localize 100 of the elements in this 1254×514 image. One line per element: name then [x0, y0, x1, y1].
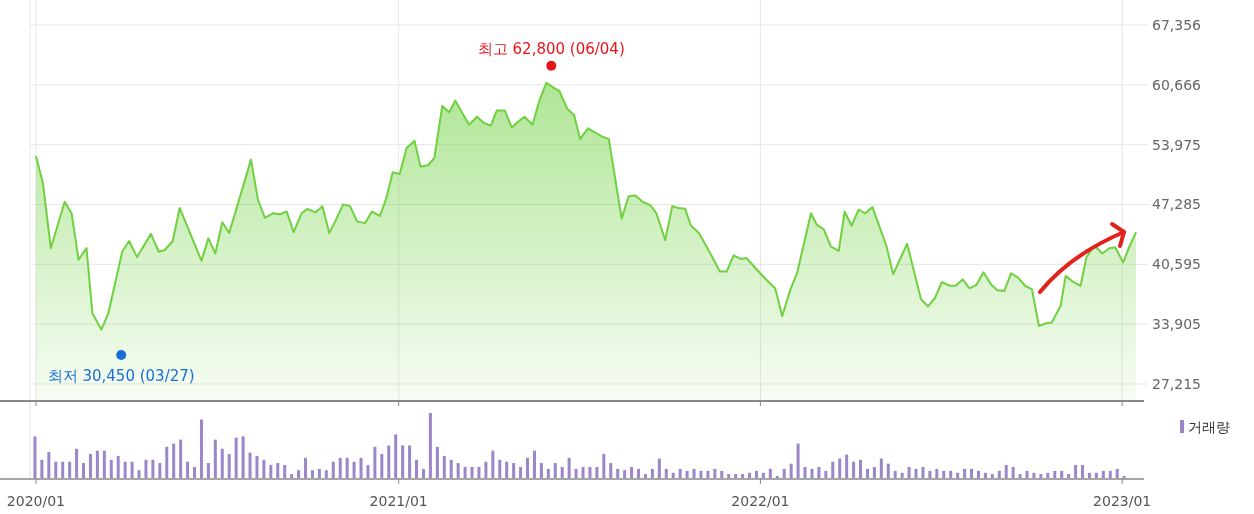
annotation: 최저 30,450 (03/27) — [47, 367, 195, 386]
bar — [1004, 465, 1008, 478]
bar — [435, 446, 439, 478]
bar — [1067, 474, 1071, 478]
bar — [581, 466, 585, 478]
bar — [179, 439, 183, 478]
bar — [206, 463, 210, 478]
bar — [845, 454, 849, 478]
bar — [186, 461, 190, 478]
bar — [394, 434, 398, 478]
bar — [512, 463, 516, 478]
bar — [269, 465, 273, 478]
bar — [1081, 465, 1085, 478]
bar — [956, 472, 960, 478]
bar — [817, 466, 821, 478]
bar — [220, 448, 224, 478]
bar — [602, 453, 606, 478]
bar — [1094, 472, 1098, 478]
bar — [893, 470, 897, 478]
bar — [61, 461, 65, 478]
bar — [768, 468, 772, 478]
bar — [782, 468, 786, 478]
bar — [650, 468, 654, 478]
bar — [151, 459, 155, 478]
bar — [546, 468, 550, 478]
bar — [526, 457, 530, 478]
bar — [484, 461, 488, 478]
bar — [1115, 468, 1119, 478]
bar — [1046, 472, 1050, 478]
bar — [1025, 470, 1029, 478]
bar — [567, 457, 571, 478]
bar — [373, 446, 377, 478]
bar — [227, 453, 231, 478]
bar — [1108, 470, 1112, 478]
bar — [421, 468, 425, 478]
bar — [692, 468, 696, 478]
bar — [276, 463, 280, 478]
bar — [234, 437, 238, 478]
y-tick-label: 60,666 — [1152, 76, 1202, 93]
legend-label: 거래량 — [1188, 419, 1230, 435]
bar — [754, 470, 758, 478]
bar — [1074, 465, 1078, 478]
bar — [324, 470, 328, 478]
y-tick-label: 40,595 — [1152, 256, 1201, 273]
y-tick-label: 27,215 — [1152, 375, 1201, 392]
annotation: 최고 62,800 (06/04) — [477, 39, 625, 58]
bar — [387, 445, 391, 478]
bar — [630, 466, 634, 478]
bar — [213, 439, 217, 478]
bar — [616, 468, 620, 478]
y-tick-label: 53,975 — [1152, 136, 1201, 153]
bar — [498, 459, 502, 478]
bar — [872, 466, 876, 478]
bar — [657, 458, 661, 478]
bar — [976, 470, 980, 478]
y-tick-label: 67,356 — [1152, 16, 1202, 33]
bar — [997, 470, 1001, 478]
bar — [449, 459, 453, 478]
bar — [1018, 474, 1022, 478]
bar — [123, 461, 127, 478]
y-tick-label: 47,285 — [1152, 196, 1201, 213]
bar — [47, 452, 51, 478]
bar — [574, 468, 578, 478]
bar — [637, 468, 641, 478]
bar — [983, 472, 987, 478]
bar — [685, 470, 689, 478]
bar — [505, 461, 509, 478]
bar — [317, 468, 321, 478]
bar — [82, 463, 86, 478]
bar — [137, 470, 141, 478]
bar — [824, 470, 828, 478]
bar — [442, 455, 446, 478]
bar — [491, 450, 495, 478]
bar — [671, 472, 675, 478]
bar — [88, 453, 92, 478]
bar — [623, 470, 627, 478]
bar — [914, 468, 918, 478]
bar — [879, 458, 883, 478]
bar — [477, 466, 481, 478]
bar — [366, 465, 370, 478]
bar — [949, 470, 953, 478]
bar — [290, 474, 294, 478]
bar — [852, 461, 856, 478]
bar — [1101, 470, 1105, 478]
bar — [970, 468, 974, 478]
bar — [539, 463, 543, 478]
bar — [838, 458, 842, 478]
bar — [297, 470, 301, 478]
bar — [727, 474, 731, 478]
bar — [415, 459, 419, 478]
bar — [886, 463, 890, 478]
bar — [172, 443, 176, 478]
bar — [1053, 470, 1057, 478]
bar — [75, 448, 79, 478]
bar — [907, 466, 911, 478]
bar — [1087, 472, 1091, 478]
bar — [470, 466, 474, 478]
bar — [248, 452, 252, 478]
bar — [831, 461, 835, 478]
bar — [678, 468, 682, 478]
